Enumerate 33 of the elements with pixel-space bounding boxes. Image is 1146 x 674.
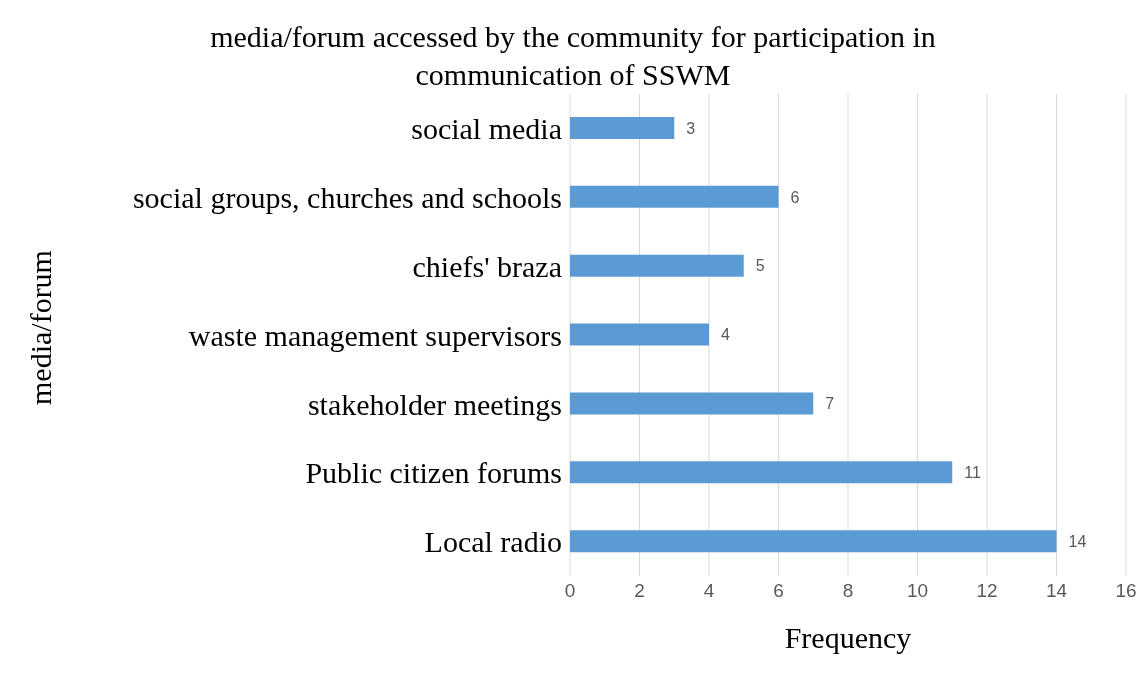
bar bbox=[570, 254, 744, 277]
y-tick-label: social groups, churches and schools bbox=[132, 180, 562, 214]
data-label: 4 bbox=[721, 326, 730, 344]
y-tick-label: Local radio bbox=[424, 525, 562, 559]
bar bbox=[570, 185, 779, 208]
y-tick-label: stakeholder meetings bbox=[307, 387, 562, 421]
y-tick-label: Public citizen forums bbox=[305, 456, 562, 490]
chart-title: media/forum accessed by the community for participation in communication of SSWM bbox=[209, 19, 937, 93]
data-label: 3 bbox=[686, 119, 696, 137]
x-tick-label: 6 bbox=[773, 580, 784, 602]
x-tick-label: 2 bbox=[634, 580, 645, 602]
data-label: 5 bbox=[755, 257, 765, 275]
y-tick-label: social media bbox=[411, 112, 562, 146]
bar bbox=[570, 392, 814, 415]
bar bbox=[570, 461, 953, 484]
y-axis-title: media/forum bbox=[23, 250, 57, 405]
x-tick-label: 8 bbox=[842, 580, 854, 602]
bar bbox=[570, 530, 1057, 553]
x-tick-label: 14 bbox=[1045, 580, 1068, 602]
x-tick-label: 12 bbox=[976, 580, 998, 602]
x-tick-label: 0 bbox=[564, 580, 576, 602]
data-label: 6 bbox=[790, 188, 800, 206]
x-tick-label: 10 bbox=[906, 580, 929, 602]
data-label: 11 bbox=[964, 463, 981, 481]
bar bbox=[570, 117, 675, 139]
bar bbox=[570, 323, 709, 346]
y-tick-label: waste management supervisors bbox=[188, 318, 562, 352]
x-tick-label: 16 bbox=[1115, 580, 1137, 602]
y-tick-label: chiefs' braza bbox=[412, 249, 562, 283]
data-label: 14 bbox=[1068, 532, 1087, 550]
x-tick-label: 4 bbox=[703, 580, 715, 602]
x-axis-title: Frequency bbox=[784, 621, 912, 654]
data-label: 7 bbox=[825, 395, 835, 413]
